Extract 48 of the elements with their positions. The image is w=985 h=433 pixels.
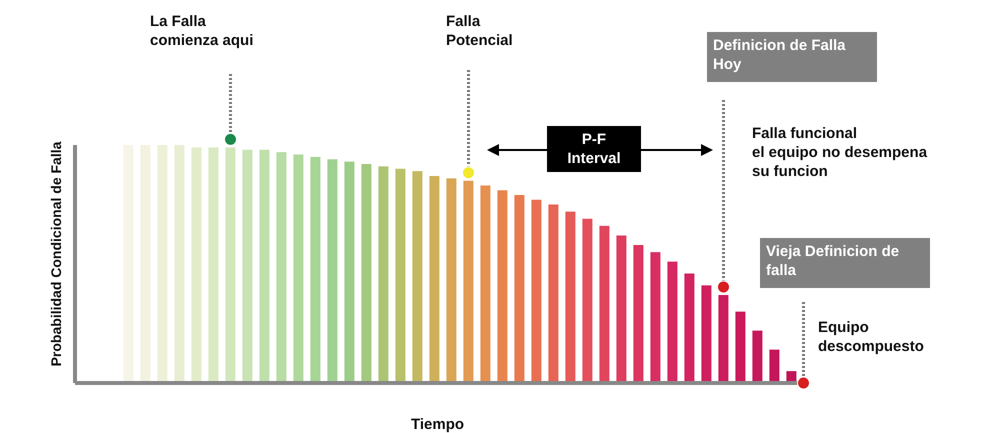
bar [718,294,728,383]
text: Definicion de Falla Hoy [713,37,846,73]
bar [446,178,456,383]
bar [752,330,762,383]
bar [769,350,780,383]
bar [259,150,270,383]
bar [582,218,592,383]
bar [565,212,576,383]
bar [140,145,150,383]
bar [361,164,372,383]
annotation: Falla funcional el equipo no desempena su funcion [752,125,928,180]
bar [174,145,184,383]
bar [480,185,490,383]
bar [701,285,712,383]
y-axis-title: Probabilidad Condicional de Falla [48,141,64,366]
bar [276,152,286,383]
bar [293,154,304,383]
bar [463,180,474,383]
bar [599,226,610,383]
bar [548,204,558,383]
bar [531,200,542,383]
bar [395,168,406,383]
text: Equipo descompuesto [818,319,924,355]
x-axis-title: Tiempo [410,416,464,433]
bar [684,274,694,383]
bar [191,147,202,383]
annotation: P-F Interval [567,131,621,167]
bar [225,147,236,383]
bar [650,252,660,383]
bar [514,194,524,383]
text: La Falla comienza aqui [150,13,254,49]
bar [242,150,252,383]
bar [157,145,168,383]
bar [123,145,134,383]
bar [310,156,320,383]
bar [208,147,218,383]
bar [344,162,354,383]
bar [497,190,508,383]
bar [412,171,422,383]
bar [429,176,440,383]
bar [633,244,644,383]
bar [327,159,338,383]
annotation: Vieja Definicion de falla [766,243,900,279]
text: Falla Potencial [446,13,513,49]
bar [378,166,388,383]
bar [616,235,626,383]
bar [667,262,678,383]
bar [735,312,746,383]
